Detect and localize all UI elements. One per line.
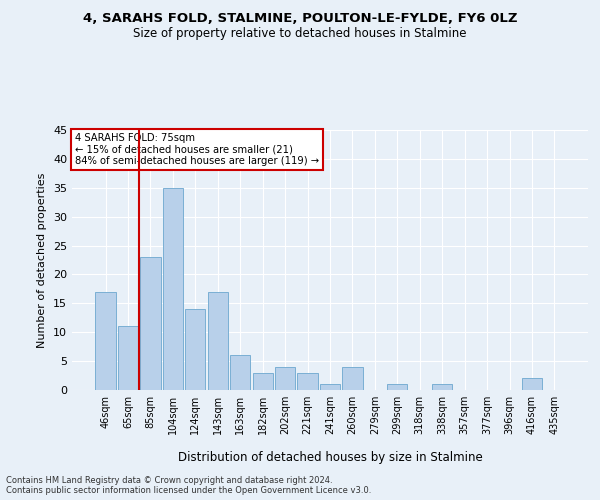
Bar [387,384,407,390]
Bar [275,367,295,390]
Bar [298,372,317,390]
Y-axis label: Number of detached properties: Number of detached properties [37,172,47,348]
Bar [118,326,138,390]
Bar [208,292,228,390]
Bar [432,384,452,390]
Bar [522,378,542,390]
Text: Size of property relative to detached houses in Stalmine: Size of property relative to detached ho… [133,28,467,40]
Bar [320,384,340,390]
Bar [343,367,362,390]
Bar [163,188,183,390]
Text: 4, SARAHS FOLD, STALMINE, POULTON-LE-FYLDE, FY6 0LZ: 4, SARAHS FOLD, STALMINE, POULTON-LE-FYL… [83,12,517,26]
Bar [185,309,205,390]
Text: Distribution of detached houses by size in Stalmine: Distribution of detached houses by size … [178,451,482,464]
Text: Contains HM Land Registry data © Crown copyright and database right 2024.
Contai: Contains HM Land Registry data © Crown c… [6,476,371,495]
Text: 4 SARAHS FOLD: 75sqm
← 15% of detached houses are smaller (21)
84% of semi-detac: 4 SARAHS FOLD: 75sqm ← 15% of detached h… [74,132,319,166]
Bar [230,356,250,390]
Bar [140,257,161,390]
Bar [253,372,273,390]
Bar [95,292,116,390]
